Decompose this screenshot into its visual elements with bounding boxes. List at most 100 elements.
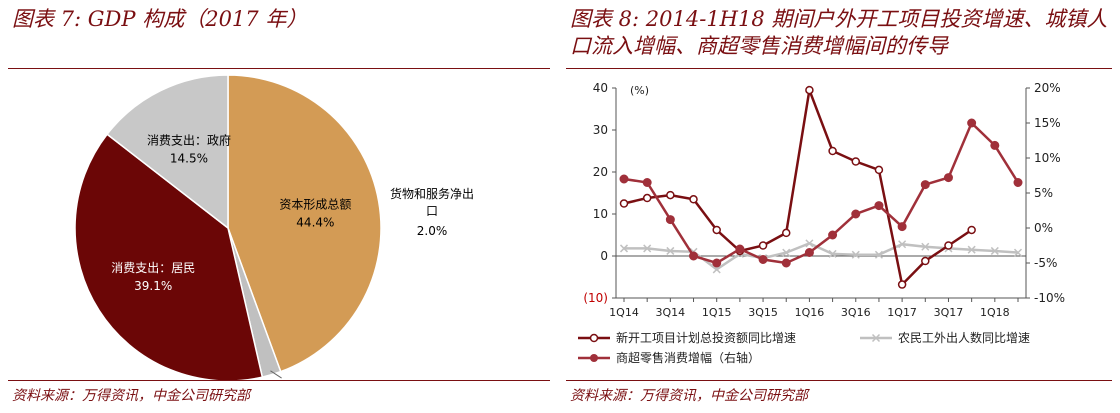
series-1-point-7-b [782, 248, 791, 257]
series-0-point-11 [874, 165, 884, 175]
series-2-point-1 [642, 178, 652, 187]
pie-value-3: 14.5% [170, 151, 208, 165]
right-title-rule [566, 68, 1112, 69]
x-tick-label-4: 1Q16 [795, 306, 825, 319]
x-tick-label-8: 1Q18 [980, 306, 1010, 319]
left-source-rule [8, 380, 550, 381]
series-2-point-3 [689, 251, 699, 261]
left-tick-label-3: 10 [593, 207, 608, 221]
series-1-point-16 [990, 246, 999, 255]
right-source-rule [566, 380, 1112, 381]
x-tick-label-2: 1Q15 [702, 306, 732, 319]
pie-slice-3 [106, 74, 229, 230]
pie-value-1: 2.0% [417, 224, 448, 238]
series-2-point-12 [897, 222, 907, 232]
legend-label-1: 农民工外出人数同比增速 [898, 330, 1030, 345]
series-2-point-14 [943, 173, 953, 183]
series-2-point-7 [781, 258, 791, 268]
left-tick-label-2: 20 [593, 165, 608, 179]
series-2-point-8 [804, 248, 814, 257]
series-1-point-11 [874, 250, 883, 259]
series-1-point-4 [712, 265, 721, 274]
series-2-point-10 [851, 209, 861, 219]
series-2-point-17 [1013, 178, 1023, 187]
pie-value-2: 39.1% [134, 279, 172, 293]
pie-label-2: 消费支出：居民 [111, 261, 195, 275]
pie-leader-line-1 [270, 370, 282, 379]
series-2-point-15 [967, 118, 977, 128]
series-0-point-10 [851, 157, 861, 166]
left-panel-title: 图表 7: GDP 构成（2017 年） [12, 7, 308, 31]
series-1-point-13 [921, 242, 930, 251]
series-1-point-13-b [921, 242, 930, 251]
series-1-point-8 [805, 239, 814, 248]
series-0-line [623, 85, 973, 288]
right-tick-label-6: -10% [1034, 291, 1065, 305]
right-tick-label-0: 20% [1034, 81, 1061, 95]
pie-slice-0 [227, 74, 382, 373]
series-0-point-15 [967, 225, 976, 235]
series-2-point-4 [712, 258, 722, 268]
x-tick-label-5: 3Q16 [841, 306, 871, 319]
series-2-point-2 [665, 215, 675, 225]
series-1-point-2-b [666, 246, 675, 255]
series-1-point-0-b [619, 244, 629, 253]
pie-label-0: 资本形成总额 [279, 197, 351, 211]
series-1-point-7 [782, 248, 791, 257]
right-panel-title: 图表 8: 2014-1H18 期间户外开工项目投资增速、城镇人口流入增幅、商超… [570, 7, 1108, 58]
series-0-point-6 [758, 241, 768, 250]
series-1-point-10 [851, 250, 860, 259]
series-1-point-15-b [967, 245, 976, 254]
legend-item-1: 农民工外出人数同比增速 [860, 330, 1030, 345]
series-0-point-9 [828, 146, 837, 156]
series-0-point-2 [666, 190, 675, 200]
series-1-point-1 [643, 244, 652, 253]
left-axis-unit: (%) [630, 84, 649, 97]
x-tick-label-7: 3Q17 [934, 306, 964, 319]
series-0-point-7 [781, 228, 791, 238]
series-0-point-8 [805, 85, 814, 95]
series-0-point-13 [921, 256, 930, 266]
left-panel: 图表 7: GDP 构成（2017 年） 资本形成总额 44.4% 货物和服务净出口… [0, 0, 556, 413]
right-tick-label-2: 10% [1034, 151, 1061, 165]
right-tick-label-1: 15% [1034, 116, 1061, 130]
series-2-point-6 [758, 255, 768, 264]
left-tick-label-4: 0 [600, 249, 608, 263]
right-tick-label-4: 0% [1034, 221, 1053, 235]
left-tick-label-5: (10) [583, 291, 608, 305]
left-tick-label-0: 40 [593, 81, 608, 95]
series-0-point-1 [642, 193, 652, 203]
pie-value-0: 44.4% [296, 215, 334, 229]
series-1-point-2 [666, 246, 675, 255]
x-tick-label-6: 1Q17 [887, 306, 917, 319]
series-2-point-9 [828, 230, 838, 240]
legend-label-0: 新开工项目计划总投资额同比增速 [616, 330, 796, 345]
x-tick-label-1: 3Q14 [656, 306, 686, 319]
series-1-point-17-b [1013, 248, 1023, 257]
pie-label-3: 消费支出：政府 [147, 132, 231, 147]
x-tick-label-0: 1Q14 [609, 306, 639, 319]
growth-line-chart: 40 30 20 10 0 (10) (%) 20% 15% 10% 5% 0% -5% -10% 1Q14… [578, 81, 1065, 365]
pie-label-1-cont: 口 [426, 204, 438, 218]
series-2-point-13 [920, 180, 930, 190]
series-1-point-4-b [712, 265, 721, 274]
legend-item-2: 商超零售消费增幅（右轴） [578, 350, 760, 365]
right-source-note: 资料来源：万得资讯，中金公司研究部 [570, 388, 808, 404]
series-1-point-0 [619, 244, 629, 253]
series-1-point-1-b [643, 244, 652, 253]
legend-marker-2 [590, 354, 598, 362]
left-source-note: 资料来源：万得资讯，中金公司研究部 [12, 388, 250, 404]
series-1-point-15 [967, 245, 976, 254]
legend-label-2: 商超零售消费增幅（右轴） [616, 350, 760, 365]
pie-label-1: 货物和服务净出 [390, 186, 474, 201]
series-1-point-12-b [898, 240, 907, 249]
legend-marker-1-b [871, 333, 881, 343]
legend-item-0: 新开工项目计划总投资额同比增速 [578, 330, 796, 345]
x-tick-label-3: 3Q15 [748, 306, 778, 319]
series-0-point-0 [619, 199, 629, 208]
series-1-point-10-b [851, 250, 860, 259]
left-tick-label-1: 30 [593, 123, 608, 137]
right-tick-label-5: -5% [1034, 256, 1057, 270]
right-panel: 图表 8: 2014-1H18 期间户外开工项目投资增速、城镇人口流入增幅、商超… [566, 0, 1120, 413]
